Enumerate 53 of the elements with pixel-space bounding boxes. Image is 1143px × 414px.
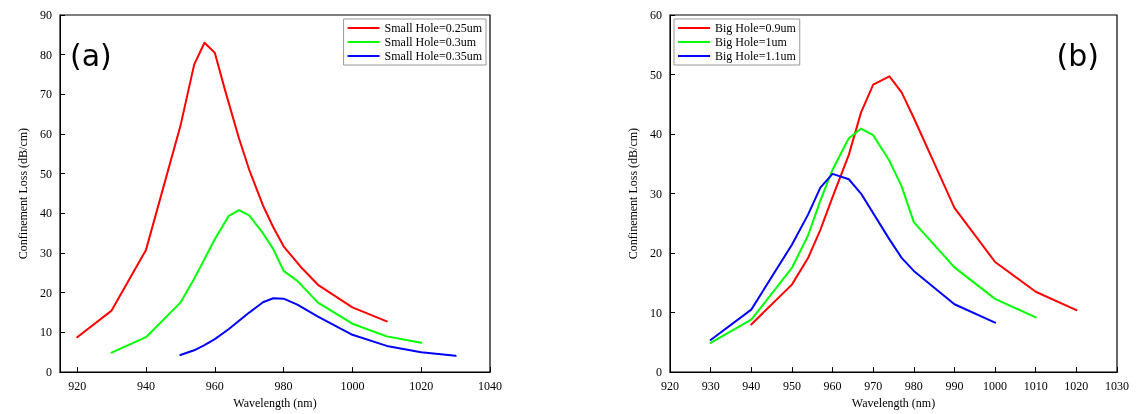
x-tick-label: 990 [945,379,964,394]
x-tick-label: 920 [661,379,679,394]
y-tick-label: 50 [650,67,662,82]
x-tick-label: 920 [68,379,87,394]
line-series [750,75,1078,326]
x-axis-title: Wavelength (nm) [851,396,936,410]
x-axis-title: Wavelength (nm) [233,396,317,410]
x-tick-label: 1030 [1105,379,1129,394]
y-tick-label: 40 [40,206,52,221]
y-tick-label: 80 [40,47,52,62]
y-tick-label: 60 [650,8,662,22]
y-tick-label: 20 [650,246,662,261]
legend-label: Big Hole=1um [715,35,788,49]
y-tick-label: 20 [40,285,52,300]
y-tick-label: 40 [650,127,662,142]
x-tick-label: 980 [274,379,293,394]
x-tick-label: 1000 [340,379,365,394]
x-tick-label: 960 [823,379,842,394]
legend-label: Big Hole=1.1um [715,49,797,63]
x-tick-label: 1000 [983,379,1008,394]
x-tick-label: 950 [782,379,801,394]
x-tick-label: 940 [742,379,761,394]
x-tick-label: 1010 [1023,379,1048,394]
x-tick-label: 980 [904,379,923,394]
annotation: (a) [70,37,112,73]
y-tick-label: 30 [40,246,52,261]
line-series [179,297,457,357]
line-series [709,127,1037,344]
y-tick-label: 10 [40,325,52,340]
y-tick-label: 30 [650,186,662,201]
legend-label: Small Hole=0.3um [384,35,477,49]
x-tick-label: 940 [137,379,155,394]
line-series [709,172,997,341]
x-tick-label: 970 [864,379,883,394]
y-axis-title: Confinement Loss (dB/cm) [626,127,641,260]
y-tick-label: 90 [40,8,52,22]
annotation: (b) [1056,37,1099,73]
y-tick-label: 60 [40,127,52,142]
x-tick-label: 930 [701,379,720,394]
x-tick-label: 960 [205,379,224,394]
legend-label: Small Hole=0.25um [384,21,483,35]
y-tick-label: 0 [656,365,662,380]
x-tick-label: 1020 [1064,379,1089,394]
y-tick-label: 70 [40,87,52,102]
line-series [110,209,423,354]
legend-label: Big Hole=0.9um [715,21,797,35]
y-axis-title: Confinement Loss (dB/cm) [16,127,31,260]
y-tick-label: 10 [650,305,662,320]
legend-label: Small Hole=0.35um [384,49,483,63]
y-tick-label: 0 [46,365,52,380]
x-tick-label: 1020 [409,379,434,394]
x-tick-label: 1040 [478,379,502,394]
y-tick-label: 50 [40,166,52,181]
